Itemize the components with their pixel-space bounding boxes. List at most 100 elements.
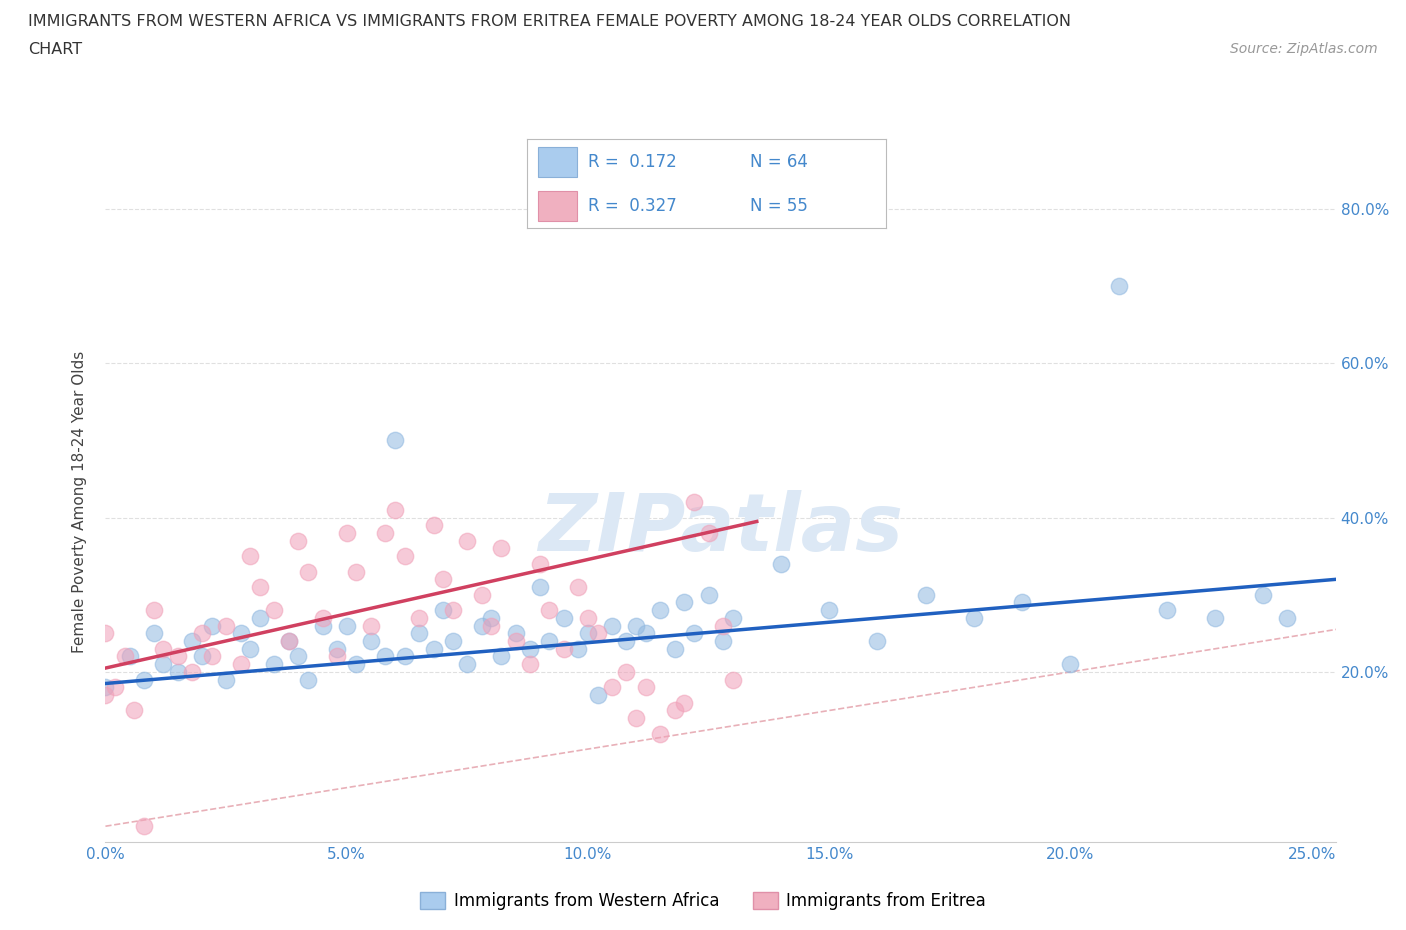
FancyBboxPatch shape [538,191,578,220]
Point [394,549,416,564]
Point [344,565,367,579]
Point [673,595,696,610]
Point [721,610,744,625]
Point [152,657,174,671]
Point [249,579,271,594]
Point [711,618,734,633]
Point [481,618,503,633]
Point [297,672,319,687]
Point [287,533,309,548]
Point [489,541,512,556]
Point [422,642,444,657]
Point [311,618,333,633]
Point [239,642,262,657]
Point [664,642,686,657]
Point [1253,588,1275,603]
Point [181,633,204,648]
FancyBboxPatch shape [538,147,578,177]
Text: IMMIGRANTS FROM WESTERN AFRICA VS IMMIGRANTS FROM ERITREA FEMALE POVERTY AMONG 1: IMMIGRANTS FROM WESTERN AFRICA VS IMMIGR… [28,14,1071,29]
Legend: Immigrants from Western Africa, Immigrants from Eritrea: Immigrants from Western Africa, Immigran… [413,885,993,917]
Text: CHART: CHART [28,42,82,57]
Point [489,649,512,664]
Point [124,703,146,718]
Point [215,672,238,687]
Point [529,579,551,594]
Point [616,633,638,648]
Point [567,642,589,657]
Point [471,618,494,633]
Point [567,579,589,594]
Point [624,711,647,725]
Point [94,626,117,641]
Point [263,603,285,618]
Point [215,618,238,633]
Point [673,696,696,711]
Point [132,672,155,687]
Point [191,626,214,641]
Point [239,549,262,564]
Point [408,626,430,641]
Point [200,618,222,633]
Point [1277,610,1299,625]
Point [456,533,478,548]
Point [683,495,706,510]
Point [118,649,141,664]
Point [519,642,541,657]
Point [1108,279,1130,294]
Point [360,633,382,648]
Point [394,649,416,664]
Point [711,633,734,648]
Point [616,664,638,679]
Text: N = 55: N = 55 [749,197,807,215]
Point [104,680,127,695]
Point [374,649,396,664]
Y-axis label: Female Poverty Among 18-24 Year Olds: Female Poverty Among 18-24 Year Olds [72,352,87,654]
Point [721,672,744,687]
Point [249,610,271,625]
Point [576,610,599,625]
Point [94,680,117,695]
Point [519,657,541,671]
Point [650,726,672,741]
Point [1156,603,1178,618]
Point [769,556,792,571]
Point [441,603,464,618]
Point [326,642,349,657]
Point [326,649,349,664]
Point [553,642,575,657]
Point [697,525,720,540]
Point [297,565,319,579]
Point [432,572,454,587]
Point [142,603,165,618]
Point [152,642,174,657]
Point [287,649,309,664]
Point [336,525,359,540]
Text: Source: ZipAtlas.com: Source: ZipAtlas.com [1230,42,1378,56]
Point [432,603,454,618]
Point [538,603,561,618]
Point [697,588,720,603]
Point [634,680,657,695]
Point [336,618,359,633]
Point [600,618,623,633]
Point [408,610,430,625]
Point [229,626,252,641]
Point [471,588,494,603]
Point [191,649,214,664]
Point [200,649,222,664]
Point [360,618,382,633]
Point [181,664,204,679]
Point [505,626,527,641]
Point [142,626,165,641]
Point [600,680,623,695]
Point [1059,657,1081,671]
Point [344,657,367,671]
Point [277,633,299,648]
Point [374,525,396,540]
Text: R =  0.172: R = 0.172 [588,153,676,170]
Point [529,556,551,571]
Point [866,633,889,648]
Point [481,610,503,625]
Text: ZIPatlas: ZIPatlas [538,490,903,568]
Point [914,588,936,603]
